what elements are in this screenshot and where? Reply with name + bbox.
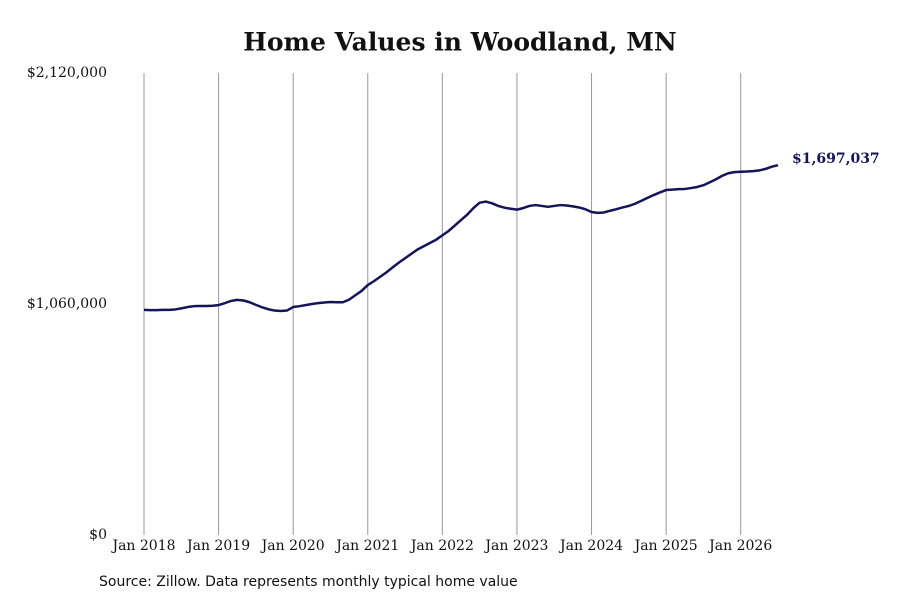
x-tick-label: Jan 2026 — [707, 538, 772, 554]
y-tick-label: $2,120,000 — [27, 65, 107, 81]
x-tick-label: Jan 2022 — [409, 538, 474, 554]
x-tick-label: Jan 2020 — [260, 538, 325, 554]
x-tick-label: Jan 2023 — [483, 538, 548, 554]
chart-title: Home Values in Woodland, MN — [243, 28, 677, 57]
x-tick-label: Jan 2021 — [334, 538, 399, 554]
x-tick-label: Jan 2025 — [633, 538, 698, 554]
line — [143, 163, 779, 313]
y-tick-label: $1,060,000 — [27, 296, 107, 312]
x-tick-label: Jan 2018 — [110, 538, 175, 554]
source-note: Source: Zillow. Data represents monthly … — [99, 574, 518, 590]
x-tick-label: Jan 2019 — [185, 538, 250, 554]
x-tick-label: Jan 2024 — [558, 538, 623, 554]
value-label: $1,697,037 — [792, 151, 880, 167]
y-tick-label: $0 — [89, 527, 107, 543]
